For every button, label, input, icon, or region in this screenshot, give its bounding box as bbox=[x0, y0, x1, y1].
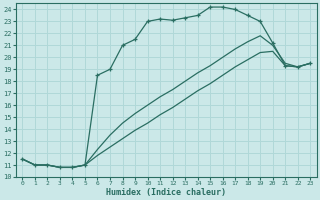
X-axis label: Humidex (Indice chaleur): Humidex (Indice chaleur) bbox=[106, 188, 226, 197]
